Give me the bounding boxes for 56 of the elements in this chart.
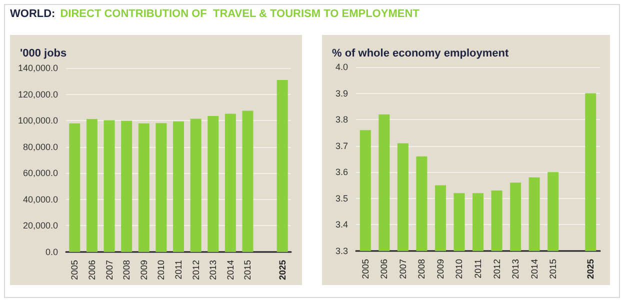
y-tick-label: 4.0 (335, 62, 348, 72)
bar (224, 114, 236, 252)
x-tick-label: 2008 (122, 260, 132, 280)
bar (276, 80, 288, 252)
bar (138, 123, 150, 252)
y-tick-label: 0.0 (45, 247, 58, 257)
x-tick-label: 2025 (586, 259, 596, 280)
x-tick-label: 2010 (156, 260, 166, 280)
bar (242, 110, 254, 252)
bar (86, 118, 98, 252)
bar (69, 123, 80, 252)
y-tick-label: 80,000.0 (22, 142, 58, 152)
y-tick-label: 20,000.0 (22, 220, 58, 231)
x-tick-label: 2014 (225, 260, 236, 280)
bar (208, 116, 219, 252)
y-tick-label: 40,000.0 (22, 194, 58, 204)
x-tick-label: 2013 (510, 259, 521, 280)
y-tick-label: 3.4 (335, 220, 348, 230)
y-tick-label: 3.3 (335, 246, 348, 256)
x-tick-label: 2025 (277, 260, 288, 280)
bar (121, 120, 132, 252)
x-tick-label: 2007 (398, 259, 408, 280)
x-tick-label: 2009 (138, 260, 149, 280)
chart-subtitle: DIRECT CONTRIBUTION OF TRAVEL & TOURISM TO EMPLOYMENT (60, 8, 420, 20)
y-tick-label: 120,000.0 (18, 89, 58, 100)
x-tick-label: 2014 (529, 259, 540, 280)
bar (104, 120, 115, 252)
x-tick-label: 2015 (548, 259, 558, 280)
x-tick-label: 2006 (86, 260, 97, 280)
x-tick-label: 2011 (473, 259, 483, 278)
x-tick-label: 2006 (379, 259, 390, 280)
y-axis-title: % of whole economy employment (332, 48, 509, 60)
x-tick-label: 2013 (208, 260, 218, 280)
x-tick-label: 2012 (190, 260, 201, 280)
y-tick-label: 3.6 (335, 167, 348, 178)
y-tick-label: 3.7 (335, 140, 348, 151)
x-tick-label: 2005 (360, 259, 370, 280)
x-tick-label: 2015 (242, 260, 253, 280)
y-tick-label: 3.9 (335, 88, 348, 98)
x-tick-label: 2009 (435, 259, 446, 280)
x-tick-label: 2010 (454, 259, 464, 280)
x-tick-label: 2007 (104, 260, 114, 280)
chart-title: WORLD: (10, 8, 56, 20)
y-tick-label: 100,000.0 (18, 116, 58, 126)
y-tick-label: 3.8 (335, 114, 348, 125)
x-tick-label: 2008 (416, 259, 427, 280)
x-tick-label: 2012 (492, 259, 502, 280)
bar (173, 121, 184, 252)
y-tick-label: 3.5 (335, 193, 348, 204)
x-tick-label: 2011 (174, 260, 184, 280)
y-axis-title: '000 jobs (20, 48, 67, 60)
y-tick-label: 140,000.0 (18, 63, 58, 73)
bar (190, 118, 202, 252)
bar (156, 123, 167, 252)
x-tick-label: 2005 (70, 260, 80, 280)
y-tick-label: 60,000.0 (22, 168, 58, 178)
